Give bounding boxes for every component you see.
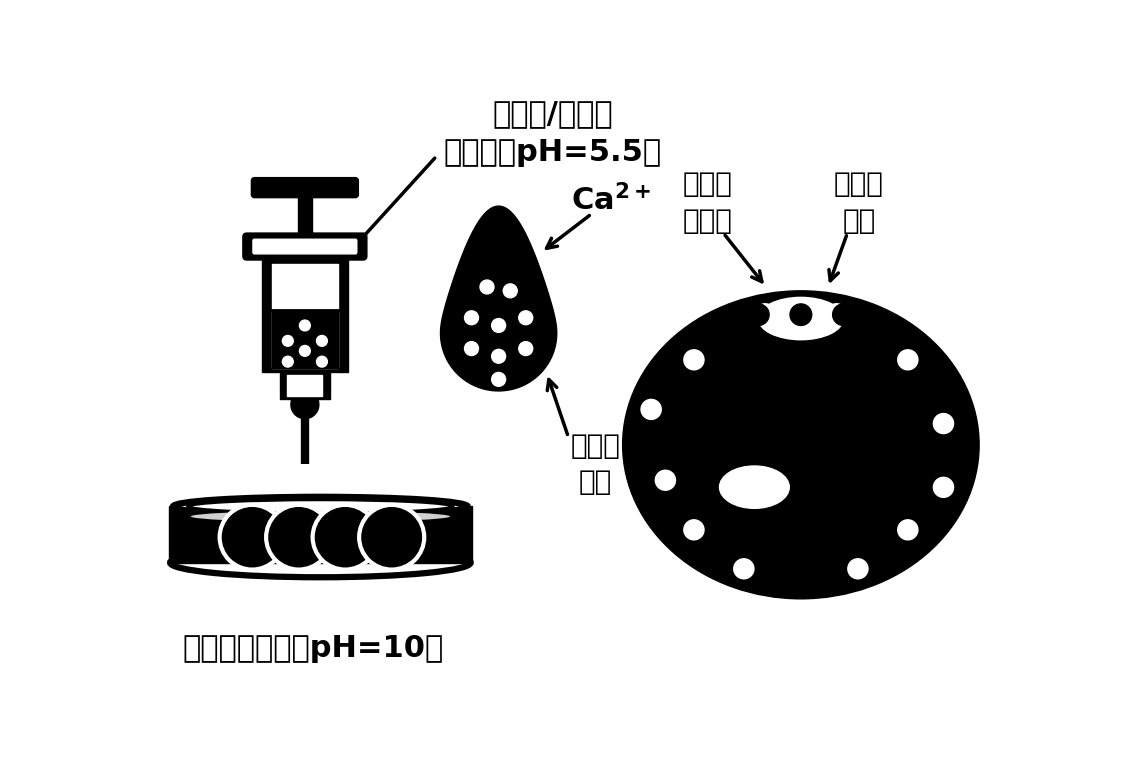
Bar <box>298 194 312 237</box>
Circle shape <box>465 311 479 325</box>
Circle shape <box>299 320 310 331</box>
Ellipse shape <box>191 511 450 521</box>
Text: $\mathbf{Ca^{2+}}$: $\mathbf{Ca^{2+}}$ <box>571 184 652 217</box>
Circle shape <box>641 399 662 419</box>
Circle shape <box>465 342 479 356</box>
Bar <box>272 310 338 368</box>
Ellipse shape <box>758 297 844 339</box>
Ellipse shape <box>720 466 789 508</box>
Circle shape <box>282 356 293 367</box>
Circle shape <box>313 505 377 570</box>
Circle shape <box>504 284 517 298</box>
Text: 壳聚糖
凝胶: 壳聚糖 凝胶 <box>835 170 883 235</box>
Circle shape <box>518 311 533 325</box>
Circle shape <box>832 304 854 326</box>
Circle shape <box>898 349 918 370</box>
Bar <box>272 264 338 368</box>
Ellipse shape <box>623 291 979 599</box>
Circle shape <box>733 559 754 579</box>
Polygon shape <box>169 506 472 563</box>
Ellipse shape <box>188 499 453 513</box>
Bar <box>263 257 348 372</box>
Circle shape <box>491 349 506 363</box>
Circle shape <box>316 356 327 367</box>
Bar <box>288 375 322 396</box>
Circle shape <box>790 304 812 326</box>
Ellipse shape <box>173 497 467 516</box>
Text: 海藻酸钠溶液（pH=10）: 海藻酸钠溶液（pH=10） <box>182 634 443 664</box>
Circle shape <box>933 413 954 434</box>
Circle shape <box>491 372 506 386</box>
FancyBboxPatch shape <box>243 233 367 260</box>
Circle shape <box>518 342 533 356</box>
FancyBboxPatch shape <box>251 177 358 197</box>
Circle shape <box>316 336 327 346</box>
Circle shape <box>683 520 704 540</box>
Polygon shape <box>291 380 318 419</box>
Circle shape <box>747 304 769 326</box>
Text: 氯化钙/壳聚糖
混合液（pH=5.5）: 氯化钙/壳聚糖 混合液（pH=5.5） <box>443 99 662 167</box>
Circle shape <box>933 478 954 498</box>
Polygon shape <box>440 206 557 391</box>
Circle shape <box>827 304 847 324</box>
FancyBboxPatch shape <box>252 239 357 254</box>
Circle shape <box>848 559 868 579</box>
Bar <box>280 372 330 399</box>
Circle shape <box>491 319 506 333</box>
Circle shape <box>755 304 775 324</box>
Text: 海藻酸
钙凝胶: 海藻酸 钙凝胶 <box>683 170 733 235</box>
Circle shape <box>655 470 675 490</box>
Circle shape <box>266 505 331 570</box>
Circle shape <box>683 349 704 370</box>
Circle shape <box>282 336 293 346</box>
Text: 壳聚糖
溶液: 壳聚糖 溶液 <box>571 432 621 496</box>
Circle shape <box>359 505 424 570</box>
Circle shape <box>480 280 493 294</box>
Circle shape <box>299 346 310 356</box>
Ellipse shape <box>171 548 471 578</box>
Circle shape <box>898 520 918 540</box>
Circle shape <box>219 505 284 570</box>
